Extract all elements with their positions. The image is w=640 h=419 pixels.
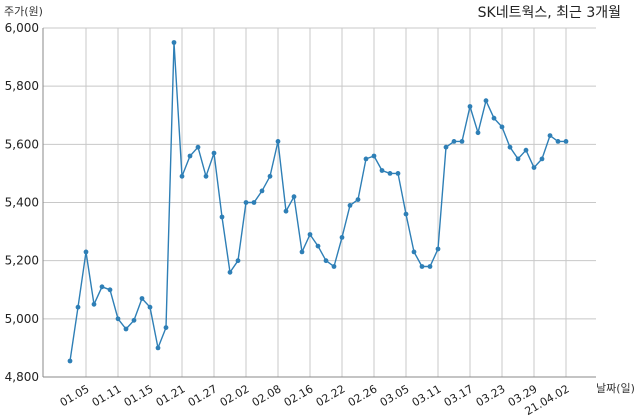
x-tick-label: 01.21 [154,382,188,409]
data-point [563,139,569,144]
x-tick-label: 01.27 [186,382,220,409]
data-point [259,188,265,194]
y-tick-label: 5,400 [5,196,39,210]
data-point [427,264,433,269]
x-tick-label: 03.17 [442,382,476,409]
data-point [459,139,465,144]
data-point [387,171,393,176]
data-point [315,243,321,249]
y-tick-label: 5,000 [5,312,39,326]
x-tick-label: 01.05 [58,382,92,409]
data-point [275,139,281,144]
data-point [547,133,553,139]
data-point [355,197,361,203]
price-line [69,42,566,362]
data-point [267,173,273,179]
data-point [331,264,337,269]
data-point [419,264,425,269]
data-point [499,124,505,130]
x-tick-label: 03.11 [410,382,444,409]
data-point [451,139,457,144]
data-point [523,147,529,153]
data-point [243,200,249,205]
data-point [139,296,145,301]
x-tick-label: 01.15 [122,382,156,409]
data-point [115,316,121,322]
data-point [491,115,497,121]
data-point [531,165,537,171]
data-point [515,156,521,162]
data-point [395,171,401,176]
data-point [283,208,289,214]
data-point [195,144,201,150]
data-point [379,168,385,173]
data-point [411,249,417,255]
y-axis-label: 주가(원) [4,5,43,18]
data-point [307,232,313,237]
grid-layer [43,27,596,378]
data-point [107,287,113,293]
y-tick-label: 5,200 [5,254,39,268]
x-tick-label: 02.02 [218,382,252,409]
data-point [291,194,297,200]
data-point [99,284,105,290]
data-point [219,214,225,220]
data-point [227,269,233,275]
y-tick-label: 4,800 [5,370,39,384]
data-point [235,258,241,264]
data-point [147,304,153,310]
data-point [483,98,489,104]
data-point [123,326,129,332]
x-tick-label: 02.08 [250,382,284,409]
data-point [179,173,185,179]
data-point [371,153,377,159]
x-tick-label: 02.22 [314,382,348,409]
data-point [555,139,561,144]
data-point [67,358,73,364]
x-tick-label: 03.23 [474,382,508,409]
data-point [91,301,97,307]
data-point [443,144,449,150]
data-point [83,249,89,255]
data-point [211,150,217,156]
data-point [363,156,369,162]
x-tick-labels: 01.0501.1101.1501.2101.2702.0202.0802.16… [58,382,572,418]
data-point [75,304,81,310]
x-tick-label: 01.11 [90,382,124,409]
data-point [539,156,545,162]
y-tick-labels: 4,800 5,000 5,200 5,400 5,600 5,800 6,000 [5,21,39,384]
data-point [187,153,193,159]
data-point [155,345,161,351]
data-point [435,246,441,252]
x-axis-label: 날짜(일) [596,381,635,395]
y-tick-label: 5,600 [5,137,39,151]
chart-title: SK네트웍스, 최근 3개월 [478,5,621,21]
data-point [323,258,329,264]
y-tick-label: 5,800 [5,79,39,93]
data-point [467,104,473,109]
data-point [339,235,345,240]
data-point [403,211,409,217]
data-point [507,144,513,150]
x-tick-label: 02.16 [282,382,316,409]
data-point [299,249,305,255]
x-tick-label: 03.05 [378,382,412,409]
data-point [251,200,257,205]
data-point [163,325,169,330]
x-tick-label: 02.26 [346,382,380,409]
price-points [67,40,569,364]
data-point [203,173,209,179]
y-tick-label: 6,000 [5,21,39,35]
data-point [171,40,177,45]
data-point [475,130,481,136]
data-point [131,317,137,323]
data-point [347,203,353,208]
